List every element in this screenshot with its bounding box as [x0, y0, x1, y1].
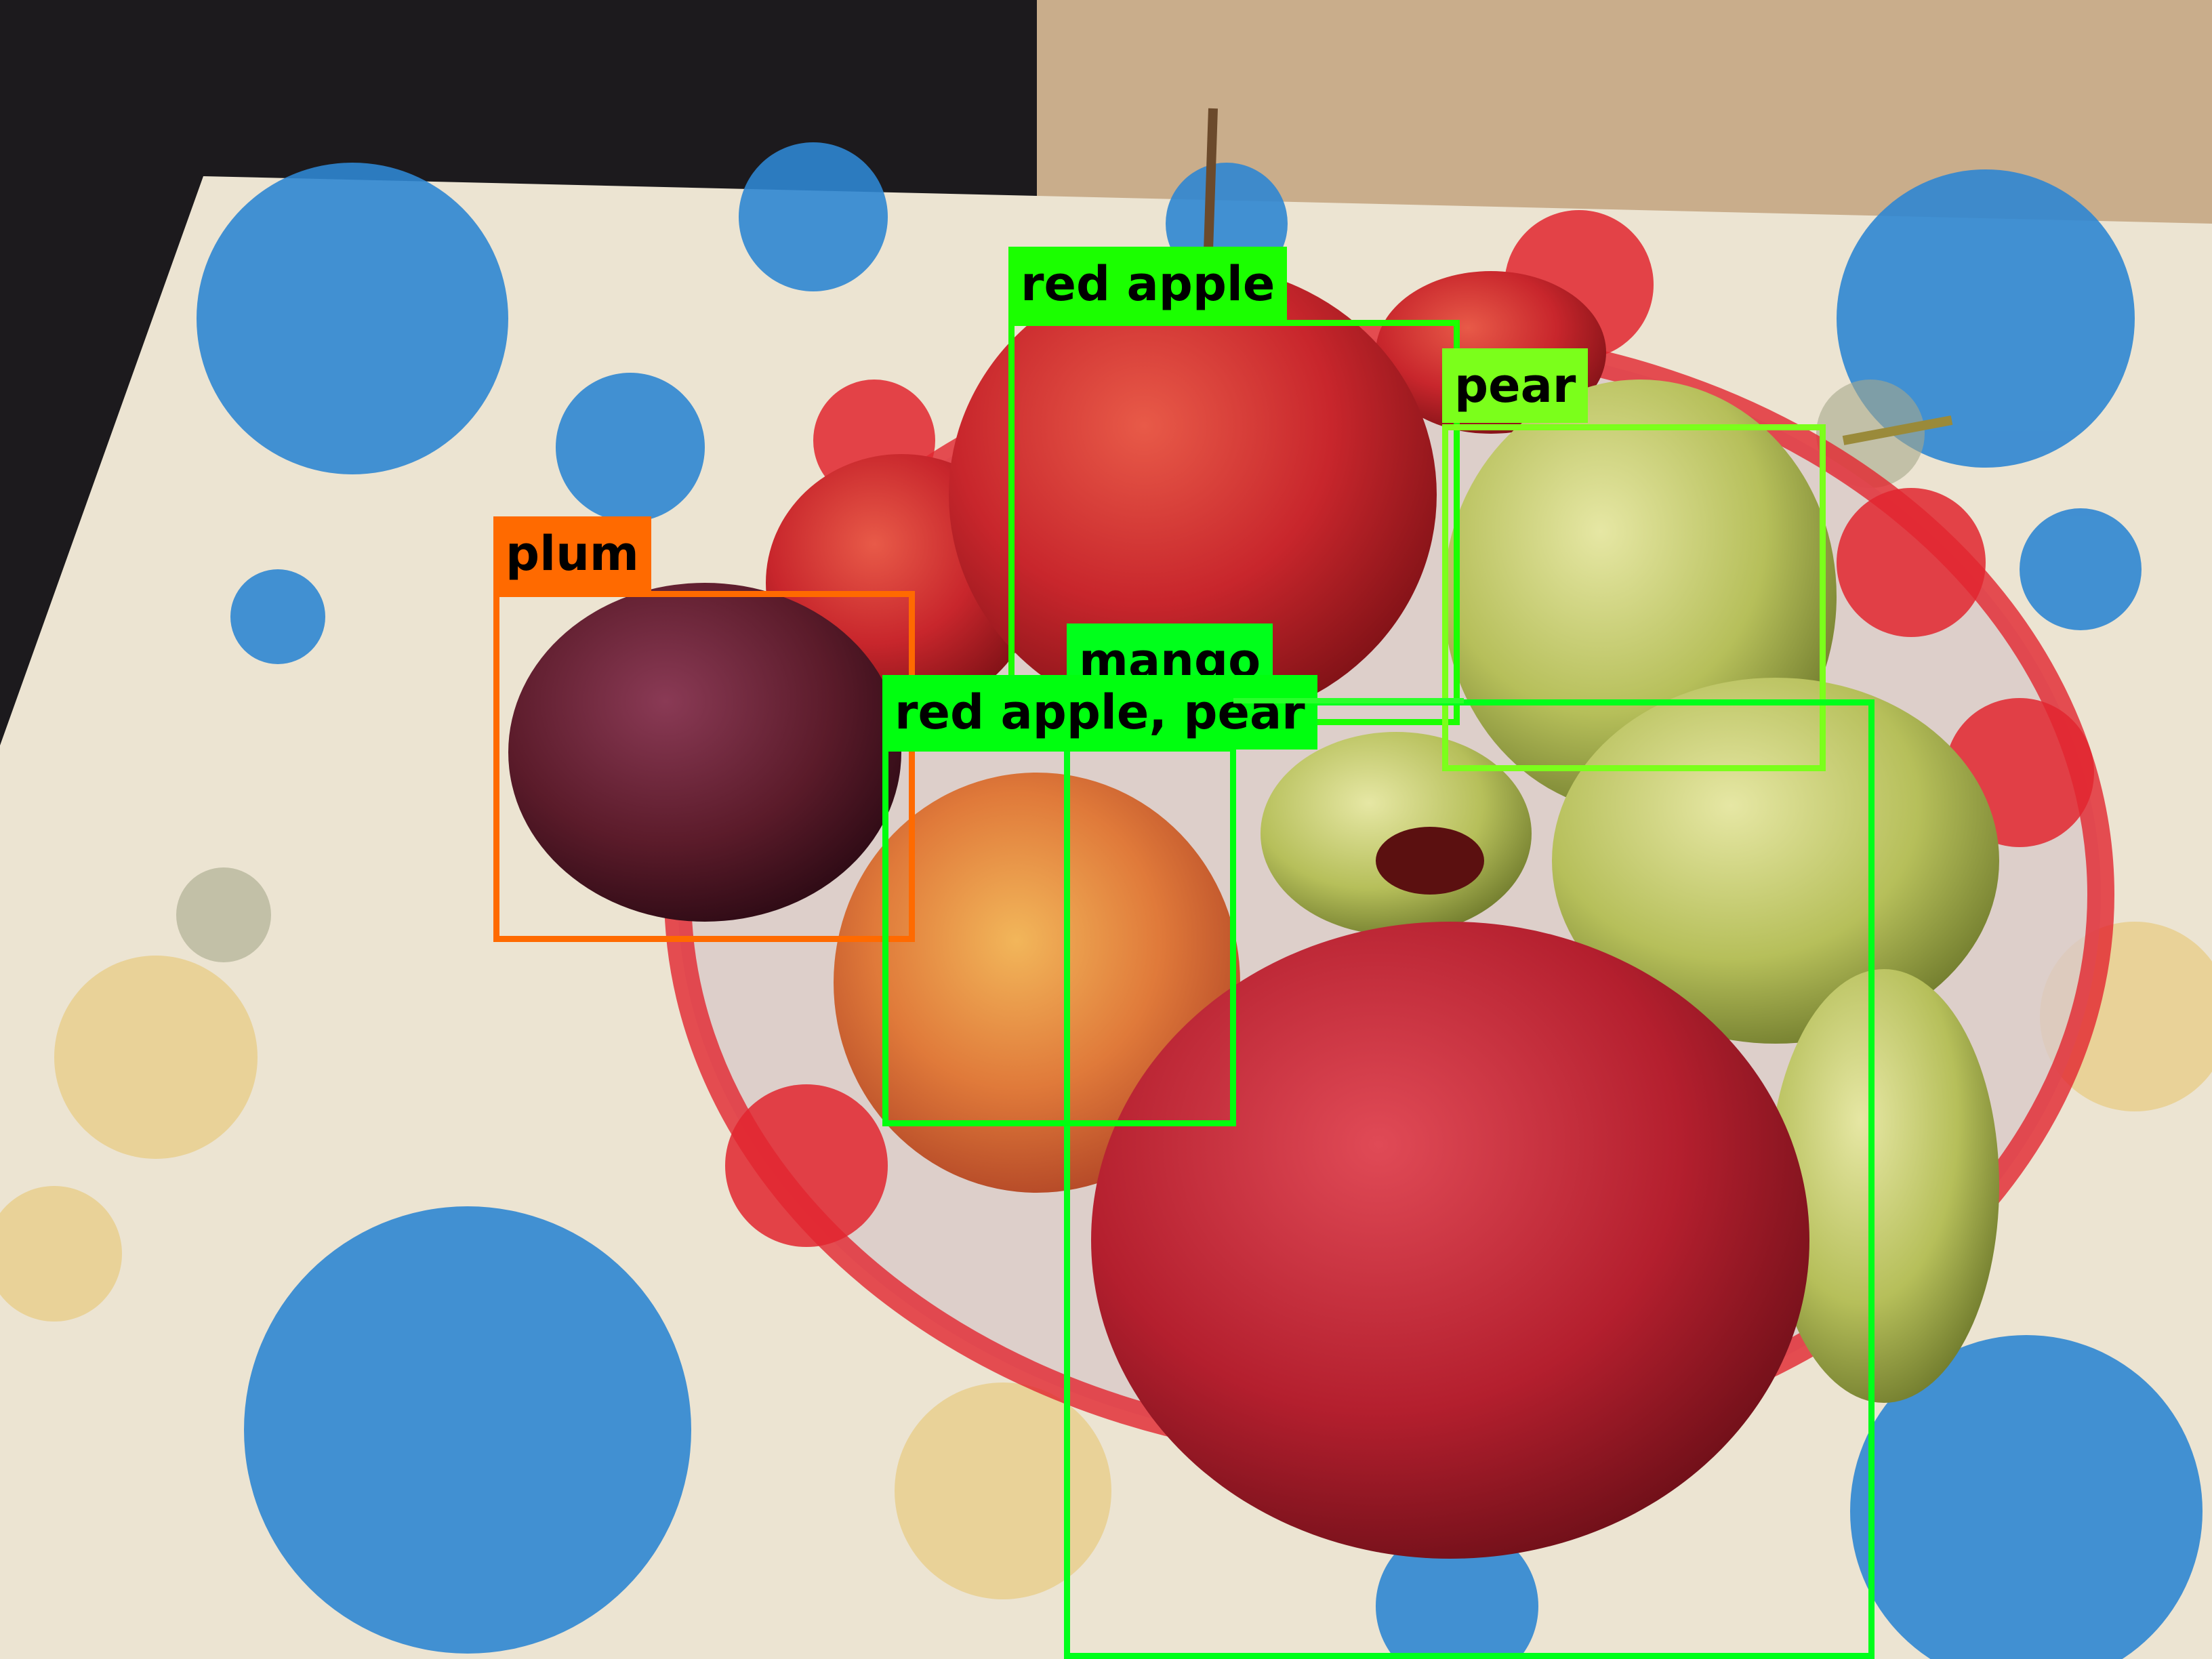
pear-detection-box: [1442, 424, 1826, 771]
connector-detection-box: [1233, 698, 1464, 722]
red-apple-detection-label: red apple: [1008, 247, 1288, 321]
plum-detection-box: [493, 591, 915, 942]
mango-detection-box: [1064, 699, 1875, 1659]
red-apple-pear-detection-label: red apple, pear: [882, 675, 1317, 750]
pear-detection-label: pear: [1442, 348, 1589, 423]
plum-detection-label: plum: [493, 516, 651, 591]
red-apple-pear-detection-box: [882, 745, 1236, 1126]
